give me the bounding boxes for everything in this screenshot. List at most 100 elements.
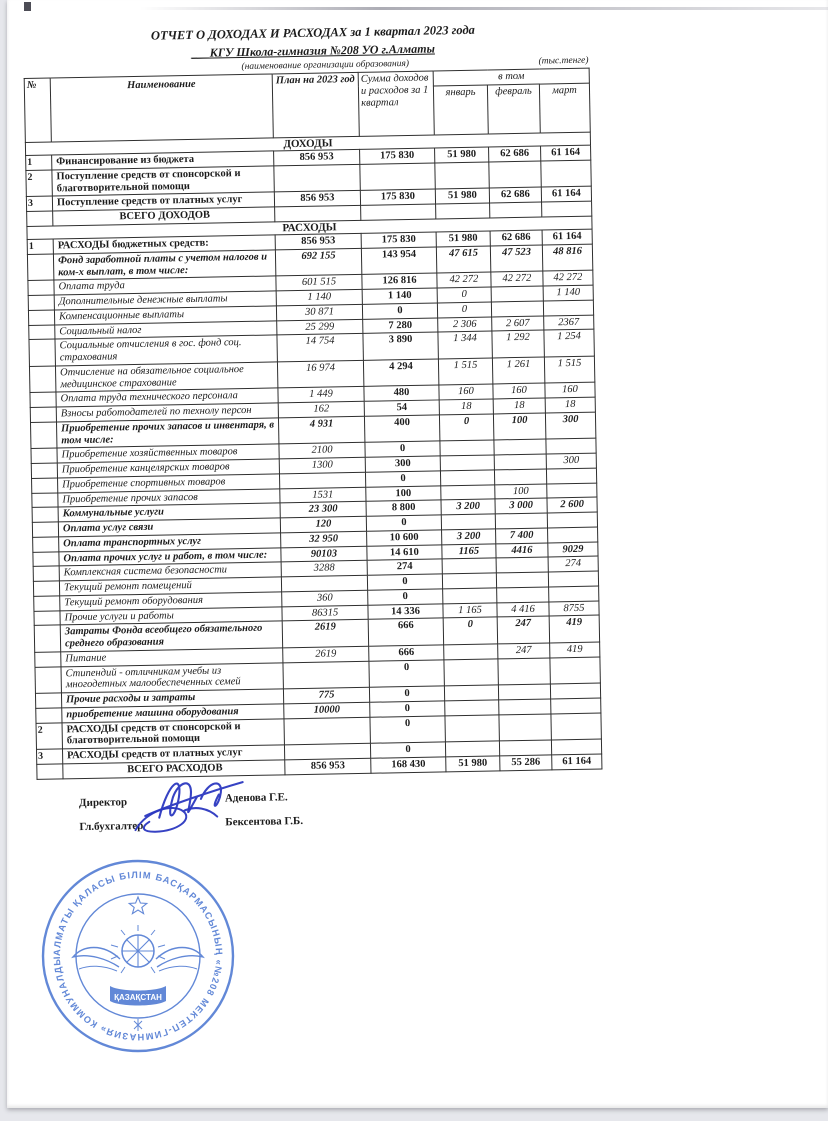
cell-value: 0 [364, 441, 441, 458]
cell-value: 1531 [279, 486, 367, 504]
cell-value: 175 830 [359, 148, 435, 165]
cell-value [440, 469, 495, 486]
cell-value [545, 438, 597, 455]
stamp-ring-text: АЛМАТЫ ҚАЛАСЫ БІЛІМ БАСҚАРМАСЫНЫҢ «№208 … [25, 855, 224, 1042]
cell-value: 175 830 [360, 189, 436, 206]
row-number [28, 324, 55, 340]
cell-value: 1 140 [543, 285, 594, 301]
cell-value: 160 [544, 382, 596, 399]
cell-value: 62 686 [488, 146, 541, 162]
row-label: Фонд заработной платы с учетом налогов и… [53, 249, 276, 281]
cell-value: 300 [365, 456, 441, 473]
cell-value: 51 980 [434, 147, 489, 163]
cell-value: 1 140 [362, 288, 438, 305]
cell-value: 42 272 [436, 272, 492, 289]
signature-block: Директор Аденова Г.Е. Гл.бухгалтер Бексе… [7, 769, 608, 850]
cell-value: 143 954 [361, 246, 437, 275]
cell-value: 0 [367, 574, 443, 591]
table-body: ДОХОДЫ 1 Финансирование из бюджета 856 953 1… [25, 131, 602, 780]
cell-value: 2100 [278, 442, 366, 460]
cell-value [550, 683, 601, 699]
cell-value: 14 336 [367, 603, 444, 620]
row-number [30, 407, 57, 423]
header-sum: Сумма доходов и расходов за 1 квартал [358, 71, 435, 137]
table-header: № Наименование План на 2023 год Сумма до… [24, 68, 591, 143]
cell-value [496, 572, 549, 588]
cell-value [440, 484, 495, 501]
row-number [29, 392, 57, 408]
row-label: Отчисление на обязательное социальное ме… [55, 361, 278, 393]
row-label: Социальные отчисления в гос. фонд соц. с… [54, 335, 278, 366]
document-content: ОТЧЕТ О ДОХОДАХ И РАСХОДАХ за 1 квартал … [7, 23, 608, 850]
cell-value: 360 [281, 590, 368, 607]
stamp-emblem [71, 895, 205, 1031]
cell-value: 7 280 [362, 317, 438, 334]
row-number [36, 763, 64, 780]
cell-value [547, 512, 598, 528]
cell-value [359, 162, 436, 191]
cell-value [496, 586, 549, 603]
header-num: № [24, 78, 52, 143]
cell-value [443, 643, 498, 660]
row-number [33, 610, 61, 626]
cell-value: 3288 [281, 560, 368, 577]
row-number [31, 492, 59, 508]
cell-value: 0 [443, 617, 498, 645]
cell-value: 48 816 [542, 243, 593, 272]
cell-value: 0 [367, 588, 443, 605]
cell-value: 61 164 [551, 753, 602, 770]
cell-value: 51 980 [435, 188, 490, 205]
cell-value: 666 [368, 644, 444, 661]
units-label: (тыс.тенге) [538, 55, 589, 67]
row-number [29, 365, 56, 393]
row-number [33, 566, 60, 582]
organization-caption: (наименование организации образования) [241, 58, 410, 73]
cell-value [547, 526, 598, 543]
cell-value: 4 931 [278, 416, 365, 445]
scan-corner-mark [24, 2, 31, 11]
cell-value: 42 272 [490, 271, 544, 288]
row-number [30, 421, 57, 449]
cell-value [493, 439, 547, 456]
cell-value [541, 201, 592, 217]
cell-value [442, 573, 497, 589]
cell-value: 47 523 [490, 244, 543, 273]
row-number [33, 581, 60, 597]
cell-value [435, 203, 490, 219]
row-number [31, 477, 58, 494]
cell-value: 2367 [543, 314, 594, 331]
cell-value [549, 656, 601, 685]
cell-value: 0 [370, 742, 446, 759]
cell-value: 1 254 [543, 329, 595, 357]
cell-value [444, 685, 499, 701]
cell-value: 0 [365, 470, 441, 487]
cell-value [439, 440, 495, 457]
cell-value: 14 610 [366, 544, 443, 561]
header-plan: План на 2023 год [272, 72, 360, 138]
cell-value: 666 [368, 618, 444, 647]
cell-value: 1 165 [442, 602, 498, 619]
cell-value: 601 515 [275, 274, 363, 292]
cell-value: 300 [546, 453, 597, 469]
cell-value: 300 [545, 411, 596, 440]
cell-value: 100 [494, 483, 547, 500]
cell-value: 7 400 [495, 527, 548, 544]
cell-value [551, 739, 602, 755]
cell-value: 0 [369, 715, 446, 744]
row-number [28, 295, 55, 311]
cell-value [279, 472, 366, 489]
cell-value: 42 272 [542, 270, 594, 287]
cell-value: 0 [362, 302, 438, 319]
cell-value: 30 871 [276, 304, 363, 321]
cell-value: 274 [367, 559, 443, 576]
cell-value: 4 416 [496, 601, 550, 618]
cell-value: 10 600 [366, 529, 442, 546]
cell-value: 0 [369, 686, 445, 703]
cell-value: 32 950 [280, 531, 367, 548]
cell-value: 160 [438, 384, 494, 401]
cell-value [442, 587, 497, 604]
cell-value: 168 430 [370, 756, 446, 773]
cell-value: 3 890 [362, 332, 439, 361]
cell-value [540, 159, 592, 188]
cell-value [284, 743, 371, 760]
